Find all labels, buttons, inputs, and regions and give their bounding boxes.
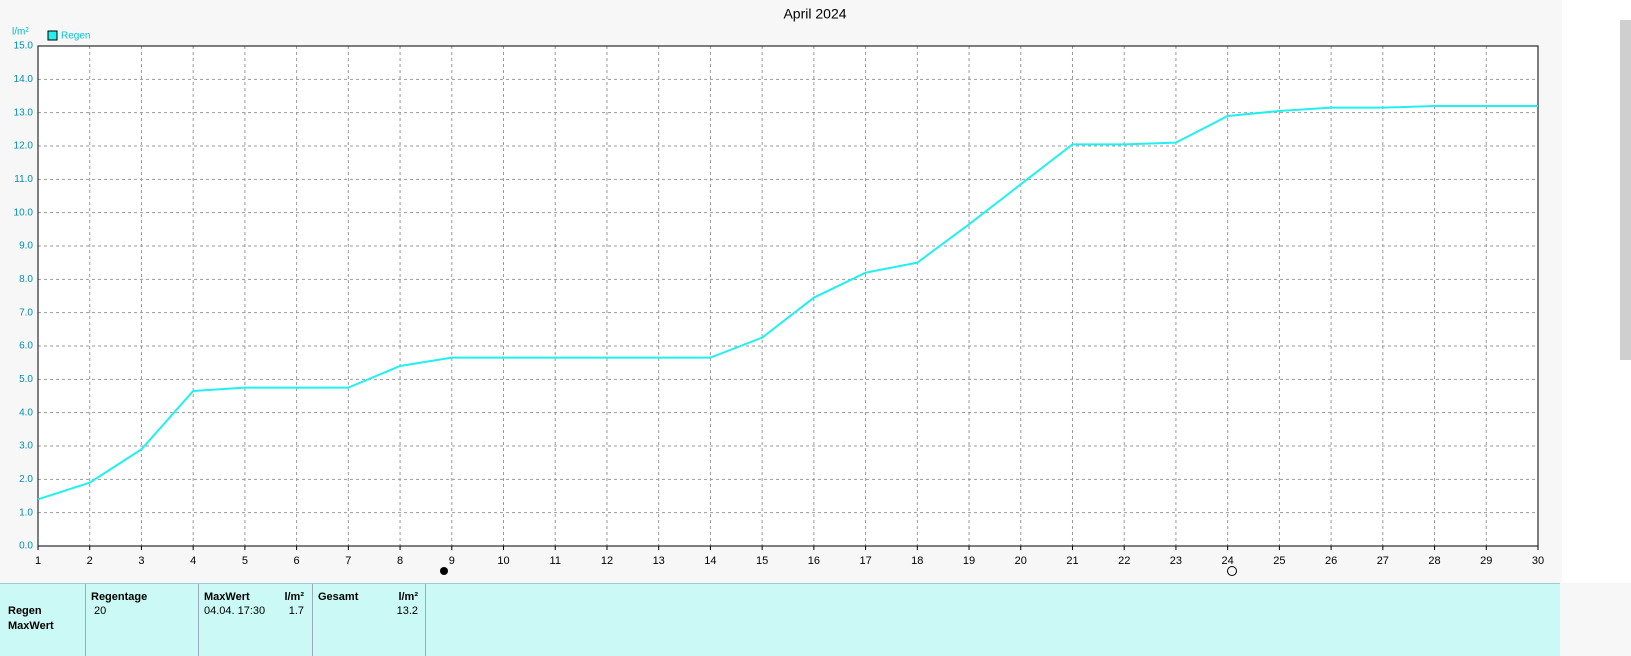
x-tick-label: 30: [1532, 555, 1544, 567]
y-tick-label: 7.0: [19, 307, 33, 318]
table-cell: Regentage: [91, 591, 148, 603]
table-cell: MaxWert: [204, 591, 250, 603]
y-tick-label: 13.0: [14, 107, 34, 118]
y-tick-label: 0.0: [19, 541, 33, 552]
x-tick-label: 19: [963, 555, 975, 567]
x-tick-label: 18: [911, 555, 923, 567]
table-cell: 04.04. 17:30: [204, 605, 266, 617]
x-tick-label: 23: [1170, 555, 1182, 567]
x-tick-label: 12: [601, 555, 613, 567]
x-tick-label: 9: [449, 555, 455, 567]
x-tick-label: 22: [1118, 555, 1130, 567]
y-tick-label: 14.0: [14, 74, 34, 85]
y-tick-label: 6.0: [19, 341, 33, 352]
x-tick-label: 8: [397, 555, 403, 567]
y-tick-label: 12.0: [14, 141, 34, 152]
chart: April 2024 l/m² 0.0 1.0 2.0 3.0 4.0 5.0 6.0 7.0…: [12, 0, 1631, 583]
x-tick-label: 16: [808, 555, 820, 567]
x-tick-label: 25: [1273, 555, 1285, 567]
table-cell: Gesamt: [318, 591, 359, 603]
y-tick-label: 4.0: [19, 407, 33, 418]
data-line: [37, 105, 1538, 501]
y-axis-label: l/m²: [12, 27, 29, 38]
scrollbar: [1620, 20, 1631, 360]
x-tick-label: 26: [1325, 555, 1337, 567]
x-tick-label: 17: [859, 555, 871, 567]
plot-area: [38, 46, 1538, 546]
y-tick-label: 9.0: [19, 241, 33, 252]
y-tick-label: 2.0: [19, 474, 33, 485]
x-tick-label: 3: [138, 555, 144, 567]
table-cell: Regen: [8, 605, 42, 617]
table-cell: l/m²: [284, 591, 304, 603]
column-separator: [85, 584, 86, 656]
x-tick-label: 24: [1222, 555, 1234, 567]
x-tick-label: 4: [190, 555, 196, 567]
y-tick-label: 1.0: [19, 507, 33, 518]
y-tick-label: 5.0: [19, 374, 33, 385]
table-cell: 20: [94, 605, 107, 617]
plot-frame: [37, 45, 1539, 547]
x-tick-label: 10: [497, 555, 509, 567]
x-tick-label: 6: [294, 555, 300, 567]
table-cell: 1.7: [288, 605, 304, 617]
legend-swatch: [47, 30, 58, 41]
y-tick-label: 10.0: [14, 207, 34, 218]
moon-full: [440, 567, 448, 575]
x-tick-label: 15: [756, 555, 768, 567]
x-tick-label: 5: [242, 555, 248, 567]
y-tick-label: 15.0: [14, 41, 34, 52]
x-tick-label: 1: [35, 555, 41, 567]
side-panel: [1562, 0, 1631, 583]
y-tick-label: 8.0: [19, 274, 33, 285]
column-separator: [425, 584, 426, 656]
y-tick-label: 11.0: [14, 174, 33, 185]
column-separator: [198, 584, 199, 656]
x-tick-label: 2: [87, 555, 93, 567]
x-tick-label: 13: [653, 555, 665, 567]
column-separator: [312, 584, 313, 656]
x-tick-label: 7: [345, 555, 351, 567]
legend-label: Regen: [61, 31, 90, 42]
table-cell: l/m²: [398, 591, 418, 603]
x-tick-label: 20: [1015, 555, 1027, 567]
x-tick-label: 14: [704, 555, 716, 567]
table-cell: 13.2: [396, 605, 418, 617]
x-tick-label: 11: [550, 555, 561, 567]
x-tick-label: 21: [1066, 555, 1078, 567]
summary-table: Regentage MaxWert l/m² Gesamt l/m² Regen 20 04.…: [0, 583, 1560, 656]
chart-title: April 2024: [783, 6, 846, 22]
table-cell: MaxWert: [8, 620, 54, 632]
moon-new: [1227, 566, 1237, 576]
x-tick-label: 27: [1377, 555, 1389, 567]
x-tick-label: 28: [1428, 555, 1440, 567]
y-tick-label: 3.0: [19, 441, 33, 452]
x-tick-label: 29: [1480, 555, 1492, 567]
